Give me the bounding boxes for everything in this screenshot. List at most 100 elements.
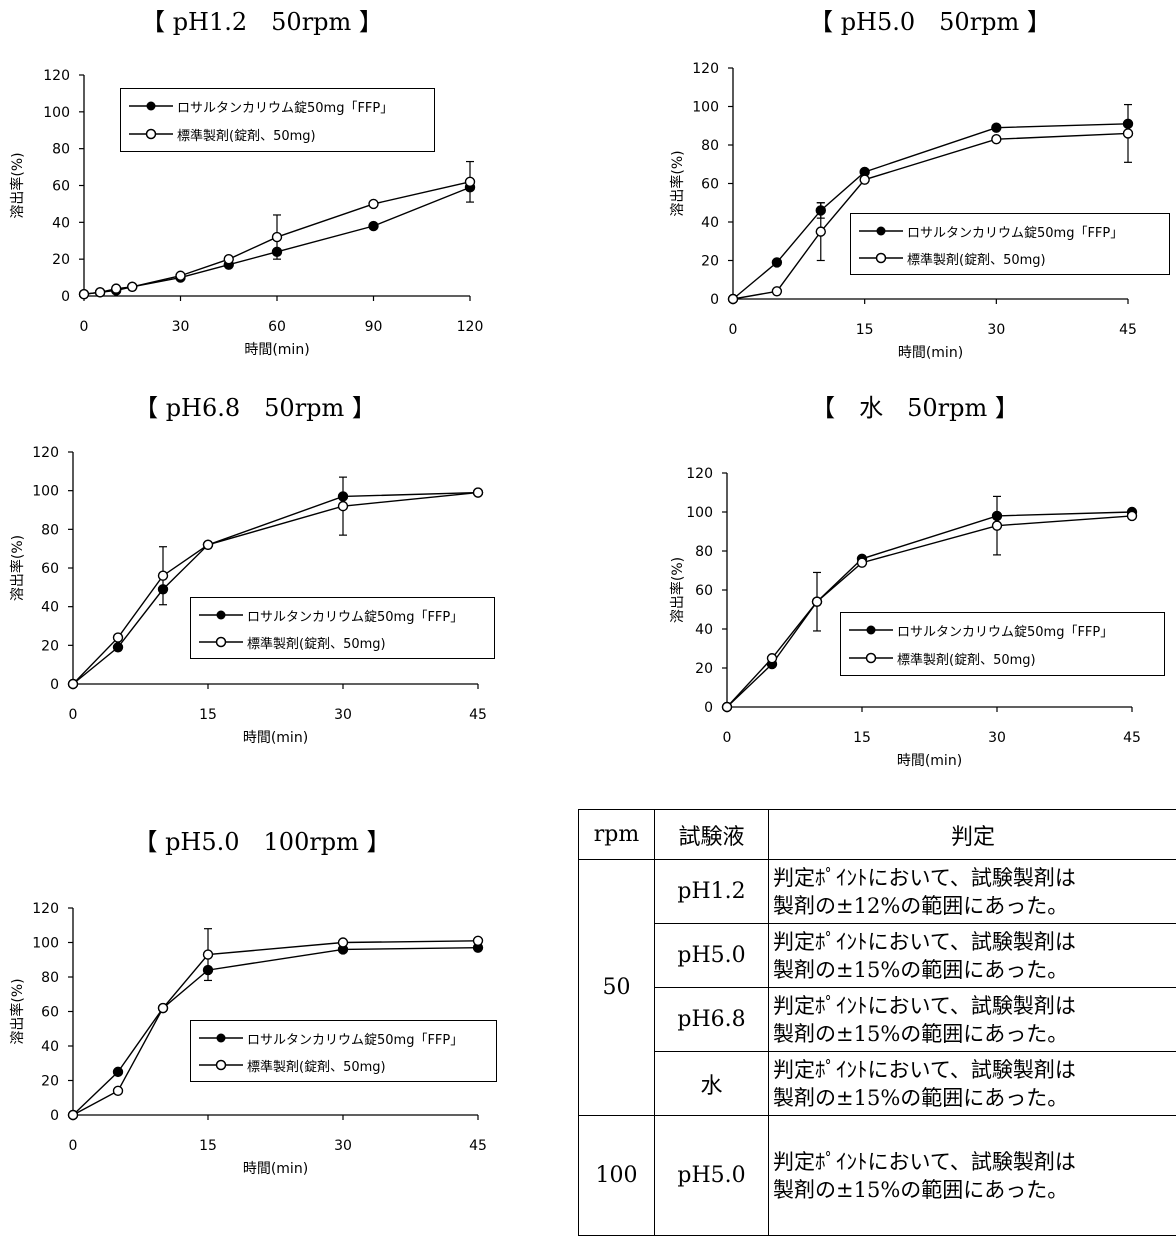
open-marker-icon <box>199 1059 243 1071</box>
legend-ph12: ロサルタンカリウム錠50mg「FFP」 標準製剤(錠剤、50mg) <box>120 88 435 152</box>
x-tick-label: 15 <box>199 1138 217 1154</box>
chart-title-ph50-100: 【 pH5.0 100rpm 】 <box>133 828 391 856</box>
data-point-reference <box>175 270 186 281</box>
legend-label-test: ロサルタンカリウム錠50mg「FFP」 <box>907 225 1124 241</box>
open-marker-icon <box>859 252 903 264</box>
judgement-table: rpm 試験液 判定 50 pH1.2 判定ﾎﾟｲﾝﾄにおいて、試験製剤は 製剤の… <box>578 809 1176 1236</box>
chart-ph50: 0 20 40 60 80 100 120 0 15 30 45 時間(min) 溶出率(%) <box>669 61 1137 361</box>
data-point-reference <box>721 701 733 713</box>
x-axis-label: 時間(min) <box>243 1161 308 1177</box>
data-point-reference <box>202 949 214 960</box>
y-tick-label: 0 <box>61 289 70 305</box>
y-tick-label: 100 <box>32 484 59 500</box>
y-tick-label: 0 <box>50 1108 59 1124</box>
table-row: pH6.8 判定ﾎﾟｲﾝﾄにおいて、試験製剤は 製剤の±15%の範囲にあった。 <box>579 987 1176 1052</box>
series-line <box>732 132 1129 300</box>
result-cell: 判定ﾎﾟｲﾝﾄにおいて、試験製剤は 製剤の±15%の範囲にあった。 <box>768 1115 1176 1236</box>
data-point-reference <box>811 596 823 607</box>
legend-label-reference: 標準製剤(錠剤、50mg) <box>907 252 1046 268</box>
y-tick-label: 20 <box>41 638 59 654</box>
data-point-reference <box>223 253 234 265</box>
table-row: 50 pH1.2 判定ﾎﾟｲﾝﾄにおいて、試験製剤は 製剤の±12%の範囲にあった… <box>578 859 1176 1116</box>
open-marker-icon <box>129 128 173 140</box>
y-tick-label: 40 <box>41 600 59 616</box>
series-line <box>72 491 479 685</box>
rpm-cell: 50 <box>578 859 655 1116</box>
x-tick-label: 45 <box>1119 322 1137 338</box>
data-point-reference <box>771 286 783 297</box>
table-row: 100 pH5.0 判定ﾎﾟｲﾝﾄにおいて、試験製剤は 製剤の±15%の範囲にあっ… <box>578 1115 1176 1236</box>
legend-label-reference: 標準製剤(錠剤、50mg) <box>247 636 386 652</box>
x-tick-label: 30 <box>334 707 352 723</box>
y-tick-label: 20 <box>701 254 719 270</box>
y-tick-label: 60 <box>695 583 713 599</box>
data-point-reference <box>472 487 484 498</box>
legend-ph50: ロサルタンカリウム錠50mg「FFP」 標準製剤(錠剤、50mg) <box>850 213 1170 275</box>
y-tick-label: 0 <box>704 700 713 716</box>
medium-cell: pH6.8 <box>654 987 769 1052</box>
x-tick-label: 90 <box>365 319 383 335</box>
legend-label-reference: 標準製剤(錠剤、50mg) <box>247 1059 386 1075</box>
table-header-rpm: rpm <box>578 809 655 860</box>
y-tick-label: 120 <box>32 445 59 461</box>
x-tick-label: 60 <box>268 319 286 335</box>
x-tick-label: 45 <box>469 707 487 723</box>
y-tick-label: 60 <box>41 1005 59 1021</box>
x-axis-label: 時間(min) <box>243 730 308 746</box>
series-line <box>732 123 1129 300</box>
legend-label-test: ロサルタンカリウム錠50mg「FFP」 <box>247 1032 464 1048</box>
chart-ph50-100: 0 20 40 60 80 100 120 0 15 30 45 時間(min) 溶出率(%) <box>9 901 487 1177</box>
data-point-reference <box>1122 128 1134 139</box>
medium-cell: 水 <box>654 1051 769 1116</box>
y-tick-label: 120 <box>686 466 713 482</box>
x-axis-label: 時間(min) <box>897 753 962 769</box>
table-row: 水 判定ﾎﾟｲﾝﾄにおいて、試験製剤は 製剤の±15%の範囲にあった。 <box>579 1051 1176 1116</box>
y-tick-label: 20 <box>52 252 70 268</box>
y-tick-label: 60 <box>701 177 719 193</box>
chart-water: 0 20 40 60 80 100 120 0 15 30 45 時間(min) 溶出率(%) <box>669 466 1141 769</box>
y-tick-label: 80 <box>52 142 70 158</box>
y-tick-label: 100 <box>686 505 713 521</box>
x-tick-label: 30 <box>988 730 1006 746</box>
legend-ph50-100: ロサルタンカリウム錠50mg「FFP」 標準製剤(錠剤、50mg) <box>190 1020 497 1082</box>
data-point-reference <box>271 231 283 243</box>
chart-ph12: 0 20 40 60 80 100 120 0 30 60 90 120 時間(min) 溶出率(%) <box>9 68 483 358</box>
y-axis-label: 溶出率(%) <box>669 150 686 216</box>
y-tick-label: 100 <box>43 105 70 121</box>
x-tick-label: 15 <box>856 322 874 338</box>
y-tick-label: 40 <box>695 622 713 638</box>
legend-label-reference: 標準製剤(錠剤、50mg) <box>177 128 316 144</box>
y-tick-label: 80 <box>701 138 719 154</box>
legend-label-test: ロサルタンカリウム錠50mg「FFP」 <box>177 100 394 116</box>
x-axis-label: 時間(min) <box>244 342 309 358</box>
medium-cell: pH1.2 <box>654 859 769 924</box>
data-point-reference <box>157 1002 169 1014</box>
filled-marker-icon <box>199 1033 243 1043</box>
data-point-reference <box>202 539 214 551</box>
series-line <box>726 511 1133 708</box>
data-point-test <box>112 1066 124 1078</box>
data-point-reference <box>859 174 870 185</box>
data-point-reference <box>112 632 124 643</box>
data-point-reference <box>856 557 868 568</box>
y-tick-label: 80 <box>695 544 713 560</box>
x-tick-label: 30 <box>987 322 1005 338</box>
data-point-reference <box>991 134 1002 145</box>
data-point-reference <box>127 281 138 292</box>
data-point-reference <box>337 500 349 512</box>
chart-ph68: 0 20 40 60 80 100 120 0 15 30 45 時間(min) 溶出率(%) <box>9 445 487 746</box>
legend-label-test: ロサルタンカリウム錠50mg「FFP」 <box>897 624 1114 640</box>
filled-marker-icon <box>129 101 173 111</box>
y-tick-label: 40 <box>701 215 719 231</box>
y-tick-label: 40 <box>52 215 70 231</box>
y-tick-label: 100 <box>32 936 59 952</box>
data-point-test <box>771 257 783 268</box>
y-tick-label: 120 <box>32 901 59 917</box>
y-tick-label: 60 <box>52 179 70 195</box>
y-tick-label: 80 <box>41 522 59 538</box>
y-tick-label: 20 <box>41 1074 59 1090</box>
y-axis-label: 溶出率(%) <box>9 152 26 218</box>
legend-label-reference: 標準製剤(錠剤、50mg) <box>897 652 1036 668</box>
data-point-reference <box>157 570 169 581</box>
series-line <box>72 940 479 1116</box>
